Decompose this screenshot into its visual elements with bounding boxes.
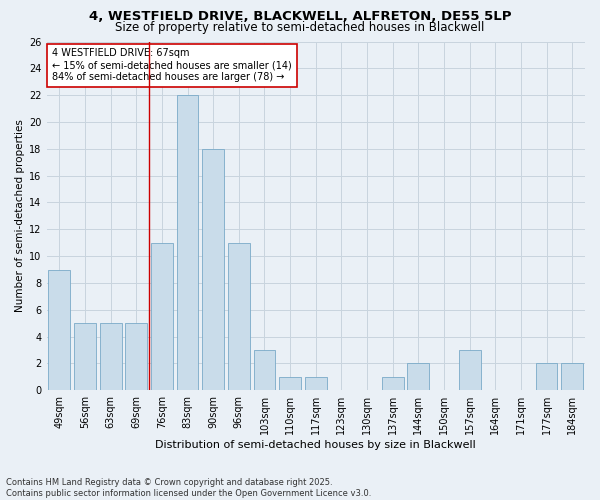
Bar	[176, 95, 199, 390]
Bar	[305, 377, 326, 390]
Bar	[536, 364, 557, 390]
Text: Contains HM Land Registry data © Crown copyright and database right 2025.
Contai: Contains HM Land Registry data © Crown c…	[6, 478, 371, 498]
Bar	[151, 242, 173, 390]
Bar	[228, 242, 250, 390]
Bar	[202, 149, 224, 390]
Text: 4, WESTFIELD DRIVE, BLACKWELL, ALFRETON, DE55 5LP: 4, WESTFIELD DRIVE, BLACKWELL, ALFRETON,…	[89, 10, 511, 23]
Bar	[74, 323, 96, 390]
Bar	[125, 323, 147, 390]
Bar	[49, 270, 70, 390]
X-axis label: Distribution of semi-detached houses by size in Blackwell: Distribution of semi-detached houses by …	[155, 440, 476, 450]
Text: 4 WESTFIELD DRIVE: 67sqm
← 15% of semi-detached houses are smaller (14)
84% of s: 4 WESTFIELD DRIVE: 67sqm ← 15% of semi-d…	[52, 48, 292, 82]
Bar	[561, 364, 583, 390]
Bar	[279, 377, 301, 390]
Text: Size of property relative to semi-detached houses in Blackwell: Size of property relative to semi-detach…	[115, 22, 485, 35]
Bar	[254, 350, 275, 390]
Bar	[100, 323, 122, 390]
Y-axis label: Number of semi-detached properties: Number of semi-detached properties	[15, 120, 25, 312]
Bar	[459, 350, 481, 390]
Bar	[382, 377, 404, 390]
Bar	[407, 364, 429, 390]
